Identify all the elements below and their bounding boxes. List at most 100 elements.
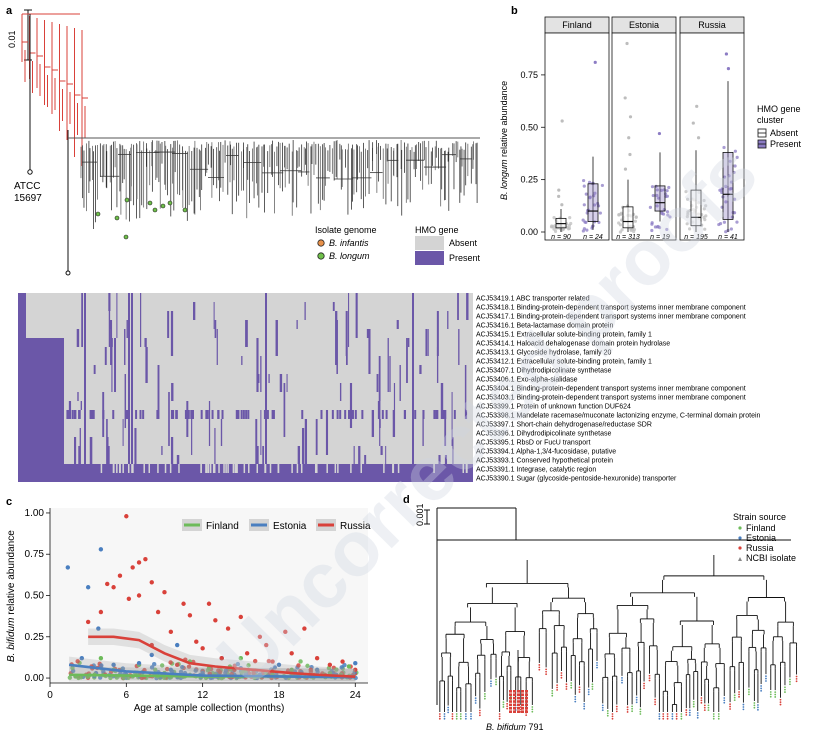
strain-dot <box>498 717 501 720</box>
jitter-point <box>667 185 671 190</box>
jitter-point <box>733 164 737 168</box>
heatmap-streak <box>126 320 128 338</box>
strain-dot <box>615 708 618 710</box>
strain-dot <box>601 709 604 712</box>
jitter-point <box>686 197 690 201</box>
heatmap-streak <box>422 410 424 446</box>
n-label: n = 24 <box>583 234 603 241</box>
panel-d-scale-label: 0.001 <box>415 503 425 526</box>
heatmap-gap <box>383 464 385 473</box>
strain-dot <box>478 714 481 717</box>
strain-dot <box>587 691 590 693</box>
box <box>587 183 599 222</box>
bifidum-791-marker <box>525 703 528 707</box>
gene-label: ACJ53414.1 Haloacid dehalogenase domain … <box>476 340 670 347</box>
gene-label: ACJ53416.1 Beta-lactamase domain protein <box>476 322 613 329</box>
bifidum-791-marker <box>513 710 516 713</box>
strain-dot <box>696 714 699 717</box>
strain-dot <box>551 692 554 695</box>
bifidum-791-marker <box>509 707 512 710</box>
bifidum-791-marker <box>517 700 520 703</box>
box <box>722 151 734 220</box>
heatmap-column <box>265 293 267 482</box>
data-point-estonia <box>65 565 71 570</box>
heatmap-gap <box>232 464 235 473</box>
data-point-russia <box>105 581 110 587</box>
bifidum-791-marker <box>517 703 520 707</box>
strain-dot <box>692 705 695 708</box>
heatmap-streak <box>331 410 334 419</box>
legend-present-label: Present <box>449 253 481 263</box>
y-axis-label-species: B. longum <box>499 159 509 200</box>
jitter-point <box>567 223 572 228</box>
strain-dot <box>733 694 736 697</box>
data-point-russia <box>314 656 320 661</box>
strain-dot <box>565 685 568 688</box>
data-point-estonia <box>353 660 358 666</box>
bifidum-791-marker <box>517 710 520 713</box>
strain-dot <box>459 715 462 718</box>
legend-russia-label: Russia <box>746 543 774 553</box>
heatmap-streak <box>89 410 92 419</box>
gene-label: ACJ53396.1 Dihydrodipicolinate synthetas… <box>476 430 612 437</box>
data-point-estonia <box>175 642 180 648</box>
y-axis-label-rest: relative abundance <box>499 81 509 160</box>
strain-dot <box>474 697 477 700</box>
longum-isolate-marker <box>123 234 129 240</box>
strain-dot <box>447 709 450 711</box>
strain-dot <box>662 715 665 718</box>
data-point-russia <box>149 580 154 585</box>
strain-dot <box>717 715 720 718</box>
bifidum-791-marker <box>509 696 512 700</box>
heatmap-streak <box>171 410 174 419</box>
heatmap-streak <box>349 383 353 428</box>
strain-dot <box>675 715 678 718</box>
heatmap-streak <box>371 410 375 437</box>
heatmap-streak <box>144 338 147 347</box>
gene-label: ACJ53393.1 Conserved hypothetical protei… <box>476 457 613 464</box>
heatmap-gap <box>316 464 318 473</box>
data-point <box>266 658 272 664</box>
heatmap-streak <box>90 437 93 464</box>
bifidum-791-marker <box>509 703 512 707</box>
legend-label-estonia: Estonia <box>273 521 307 532</box>
heatmap-streak <box>380 446 383 455</box>
longum-isolate-marker <box>147 200 153 206</box>
jitter-point <box>587 180 592 184</box>
bifidum-791-marker <box>521 710 524 713</box>
strain-dot <box>438 713 441 715</box>
data-point-estonia <box>111 662 116 668</box>
heatmap-streak <box>361 410 364 419</box>
data-point-estonia <box>314 667 320 672</box>
strain-dot <box>506 707 509 710</box>
jitter-point <box>660 211 664 216</box>
strain-dot <box>443 715 446 718</box>
facet-title-estonia: Estonia <box>629 20 659 30</box>
strain-dot <box>658 717 661 720</box>
heatmap-streak <box>407 338 410 347</box>
heatmap-streak <box>242 410 245 419</box>
data-point-finland <box>98 656 104 661</box>
heatmap-streak <box>211 410 214 419</box>
heatmap-streak <box>157 365 160 419</box>
strain-dot <box>565 688 568 690</box>
heatmap-gap <box>213 464 216 473</box>
strain-dot <box>495 683 497 686</box>
heatmap-streak <box>427 329 429 356</box>
heatmap-streak <box>368 329 371 374</box>
jitter-point <box>584 192 588 196</box>
longum-isolate-marker <box>160 203 166 209</box>
strain-dot <box>565 683 568 686</box>
heatmap-gap <box>169 464 172 473</box>
heatmap-streak <box>465 410 468 419</box>
gene-label: ACJ53417.1 Binding-protein-dependent tra… <box>476 313 746 320</box>
strain-dot <box>574 700 577 703</box>
strain-dot <box>591 683 594 686</box>
strain-dot <box>587 693 590 696</box>
strain-dot <box>615 710 618 713</box>
box <box>654 185 666 212</box>
data-point <box>342 662 347 668</box>
strain-dot <box>707 709 710 712</box>
strain-dot <box>483 695 486 698</box>
data-point-estonia <box>200 670 205 676</box>
